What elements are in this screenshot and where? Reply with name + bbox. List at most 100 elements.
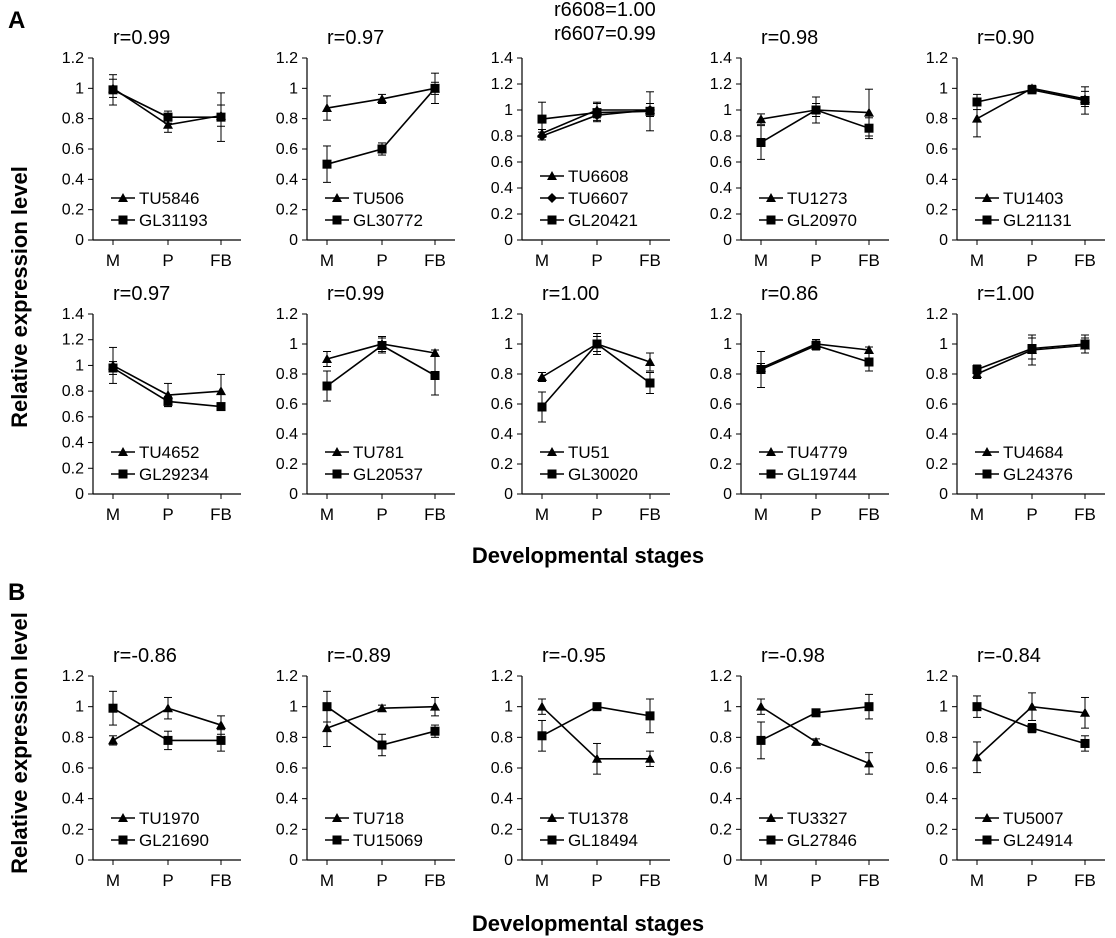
series-TU506 [322, 81, 440, 121]
x-tick-label: P [810, 871, 821, 890]
legend-label: TU718 [353, 809, 404, 828]
legend-label: GL27846 [787, 831, 857, 850]
y-tick-label: 0.2 [276, 456, 298, 473]
y-tick-label: 0.6 [276, 396, 298, 413]
y-tick-label: 0.8 [926, 366, 948, 383]
x-tick-label: M [320, 871, 334, 890]
legend-marker [766, 469, 776, 479]
panel-b-x-axis-title: Developmental stages [472, 911, 704, 936]
x-tick-label: P [810, 251, 821, 270]
y-tick-label: 0.2 [926, 821, 948, 838]
y-tick-label: 0.6 [710, 396, 732, 413]
x-tick-label: FB [858, 505, 880, 524]
data-point [592, 702, 602, 712]
y-tick-label: 1 [723, 336, 732, 353]
legend-label: TU6608 [568, 167, 628, 186]
data-point [430, 83, 440, 93]
series-TU3327 [756, 698, 874, 775]
x-tick-label: M [106, 505, 120, 524]
data-point [377, 703, 387, 713]
data-point [430, 348, 440, 357]
y-tick-label: 0.4 [710, 180, 732, 197]
y-tick-label: 0.6 [491, 154, 513, 171]
data-point [972, 97, 982, 107]
correlation-label: r=-0.89 [327, 645, 391, 667]
data-point [322, 354, 332, 363]
x-tick-label: M [106, 251, 120, 270]
series-line [541, 706, 650, 760]
legend-label: TU1273 [787, 189, 847, 208]
series-line [112, 707, 221, 742]
data-point [592, 753, 602, 763]
x-tick-label: M [970, 505, 984, 524]
series-line [112, 364, 222, 396]
series-TU5007 [972, 692, 1090, 774]
data-point [811, 105, 821, 115]
x-tick-label: M [970, 871, 984, 890]
data-point [430, 701, 440, 711]
data-point [756, 138, 766, 147]
y-tick-label: 0.2 [62, 821, 84, 838]
data-point [108, 85, 118, 95]
legend-marker [118, 447, 128, 456]
legend-label: TU1970 [139, 809, 199, 828]
y-tick-label: 0.2 [710, 821, 732, 838]
data-point [216, 402, 226, 412]
correlation-label: r=1.00 [977, 283, 1034, 305]
legend-label: GL30772 [353, 211, 423, 230]
subplot-12: 0 0.2 0.4 0.6 0.8 1 1.2 M P FB r=-0.89 TU718 TU15069 [276, 645, 455, 890]
subplot-7: 0 0.2 0.4 0.6 0.8 1 1.2 M P FB r=0.99 TU781 GL20537 [276, 283, 455, 524]
y-tick-label: 0.4 [926, 426, 948, 443]
y-tick-label: 0.4 [926, 791, 948, 808]
y-tick-label: 0.2 [926, 456, 948, 473]
y-tick-label: 0.8 [926, 111, 948, 128]
y-tick-label: 1 [289, 80, 298, 97]
y-tick-label: 1 [504, 336, 513, 353]
y-tick-label: 1 [289, 699, 298, 716]
y-tick-label: 0.6 [491, 396, 513, 413]
legend-label: TU4684 [1003, 443, 1063, 462]
y-tick-label: 1.2 [491, 76, 513, 93]
panel-a-x-axis-title: Developmental stages [472, 543, 704, 568]
legend-marker [547, 447, 557, 456]
legend-marker [547, 835, 557, 845]
data-point [430, 726, 440, 736]
y-tick-label: 0.8 [491, 729, 513, 746]
data-point [592, 108, 602, 118]
x-tick-label: FB [639, 251, 661, 270]
subplots: 0 0.2 0.4 0.6 0.8 1 1.2 M P FB r=0.99 TU5846 GL31193… [62, 0, 1105, 890]
data-point [377, 144, 387, 154]
subplot-14: 0 0.2 0.4 0.6 0.8 1 1.2 M P FB r=-0.98 TU3327 GL2784… [710, 645, 889, 890]
y-tick-label: 0.2 [62, 460, 84, 477]
data-point [322, 159, 332, 169]
y-tick-label: 0.4 [710, 426, 732, 443]
data-point [645, 357, 655, 366]
y-tick-label: 1.2 [276, 306, 298, 323]
data-point [864, 123, 874, 133]
y-tick-label: 0 [939, 232, 948, 249]
legend-label: TU51 [568, 443, 610, 462]
data-point [811, 341, 821, 350]
correlation-label: r=1.00 [542, 283, 599, 305]
series-TU5846 [108, 78, 226, 133]
legend-label: GL19744 [787, 465, 857, 484]
data-point [645, 753, 655, 763]
correlation-label: r=0.86 [761, 283, 818, 305]
correlation-label: r=-0.84 [977, 645, 1041, 667]
y-tick-label: 0.6 [62, 409, 84, 426]
data-point [1027, 723, 1037, 733]
y-tick-label: 0.8 [491, 128, 513, 145]
data-point [163, 119, 173, 129]
panel-b-label: B [8, 579, 25, 606]
correlation-label: r=0.97 [113, 283, 170, 305]
y-tick-label: 1 [939, 699, 948, 716]
data-point [377, 93, 387, 103]
y-tick-label: 0 [289, 232, 298, 249]
y-tick-label: 0.8 [62, 729, 84, 746]
y-tick-label: 1 [504, 102, 513, 119]
y-tick-label: 0 [939, 486, 948, 503]
legend-marker [766, 813, 776, 822]
data-point [645, 711, 655, 721]
series-GL30020 [537, 333, 655, 423]
y-tick-label: 1.2 [62, 332, 84, 349]
